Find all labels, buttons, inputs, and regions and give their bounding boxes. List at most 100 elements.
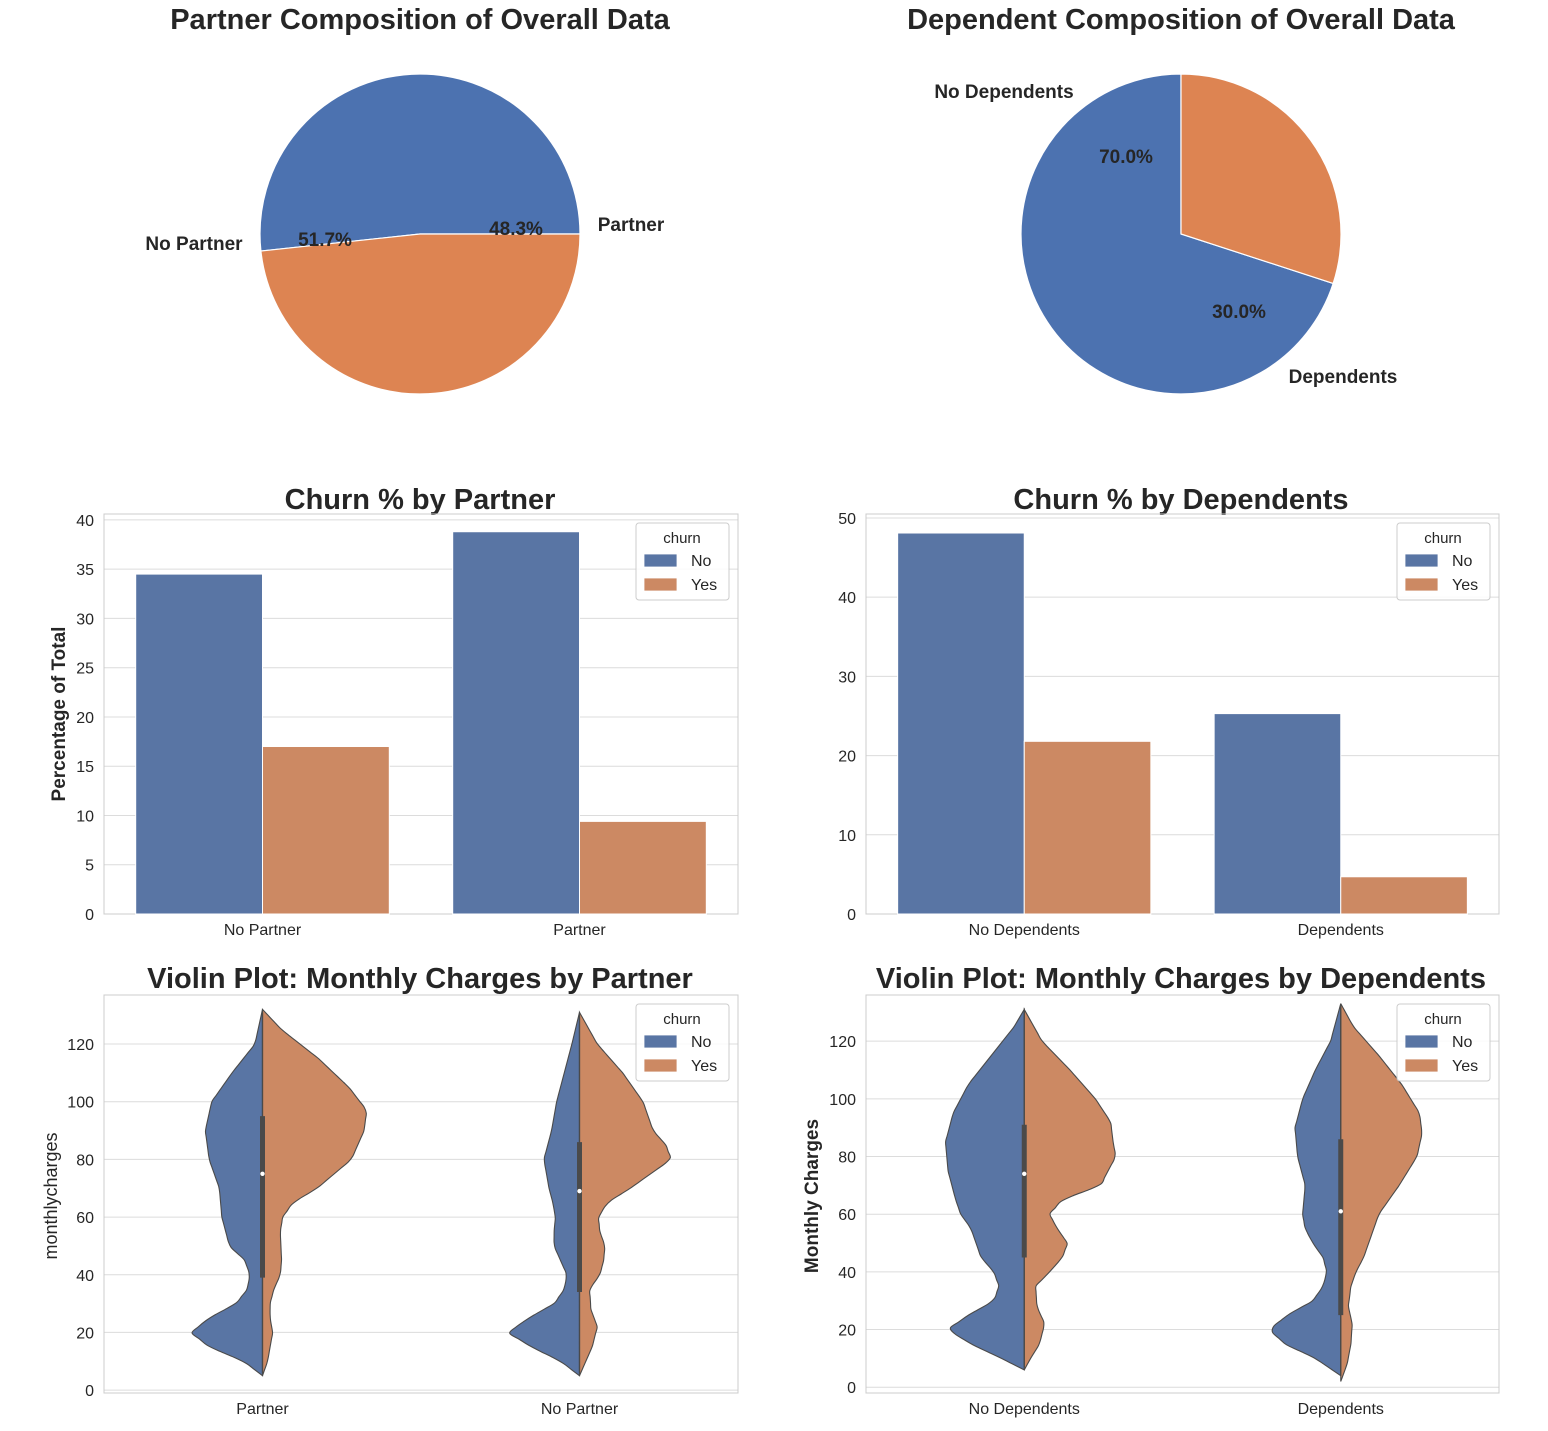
y-tick-label: 20 xyxy=(76,1325,94,1342)
y-tick-label: 100 xyxy=(67,1095,94,1112)
pie-slice xyxy=(1020,73,1334,395)
violin-median xyxy=(1338,1209,1343,1214)
violin-median xyxy=(577,1188,582,1194)
legend-title: churn xyxy=(1424,530,1462,547)
y-tick-label: 120 xyxy=(67,1037,94,1054)
legend-label: No xyxy=(1452,1034,1473,1051)
pie-partner: Partner Composition of Overall Data No Pa… xyxy=(145,4,671,395)
legend-swatch xyxy=(1404,553,1439,568)
violin-median xyxy=(1022,1171,1027,1177)
y-tick-label: 40 xyxy=(838,590,856,607)
chart-title: Churn % by Partner xyxy=(285,484,556,516)
chart-title: Partner Composition of Overall Data xyxy=(170,4,670,36)
violin-half xyxy=(1271,1003,1342,1377)
y-tick-label: 35 xyxy=(76,562,94,579)
x-tick-label: Dependents xyxy=(1298,922,1384,939)
legend-label: No xyxy=(1452,553,1473,570)
violin-half xyxy=(1340,1003,1423,1382)
y-tick-label: 80 xyxy=(838,1150,856,1167)
bar-partner: Churn % by Partner 0 5 10 15 20 25 30 35 40 No Par… xyxy=(49,484,739,939)
legend-swatch xyxy=(643,1034,678,1049)
chart-title: Churn % by Dependents xyxy=(1013,484,1348,516)
chart-title: Violin Plot: Monthly Charges by Dependen… xyxy=(876,963,1486,995)
y-tick-label: 25 xyxy=(76,661,94,678)
bar xyxy=(1213,713,1342,915)
y-tick-label: 40 xyxy=(76,513,94,530)
pie-slice xyxy=(259,73,581,252)
y-tick-label: 0 xyxy=(85,907,94,924)
violin-half xyxy=(261,1008,367,1376)
y-tick-label: 0 xyxy=(847,907,856,924)
pie-slice xyxy=(260,233,581,395)
y-tick-label: 80 xyxy=(76,1152,94,1169)
legend-label: Yes xyxy=(691,1058,717,1075)
violin-median xyxy=(260,1171,265,1177)
pie-percent-label: 48.3% xyxy=(489,219,543,240)
violin-half xyxy=(509,1012,581,1377)
y-tick-label: 0 xyxy=(85,1383,94,1400)
plot-frame xyxy=(865,994,1500,1394)
bar xyxy=(1023,740,1152,915)
x-tick-label: No Partner xyxy=(541,1401,619,1418)
legend-label: Yes xyxy=(691,577,717,594)
y-tick-label: 60 xyxy=(76,1210,94,1227)
pie-percent-label: 51.7% xyxy=(298,230,352,251)
pie-percent-label: 70.0% xyxy=(1099,147,1153,168)
y-tick-label: 40 xyxy=(76,1268,94,1285)
x-tick-label: Partner xyxy=(236,1401,289,1418)
pie-category-label: No Partner xyxy=(145,234,243,255)
legend-label: No xyxy=(691,553,712,570)
legend-label: Yes xyxy=(1452,577,1478,594)
y-tick-label: 60 xyxy=(838,1207,856,1224)
x-tick-label: Dependents xyxy=(1298,1401,1384,1418)
plot-frame xyxy=(865,513,1500,915)
y-tick-label: 15 xyxy=(76,759,94,776)
x-tick-label: No Dependents xyxy=(969,1401,1080,1418)
legend-swatch xyxy=(643,553,678,568)
bar xyxy=(1340,876,1468,915)
violin-half xyxy=(191,1009,264,1377)
plot-frame xyxy=(103,513,739,915)
pie-percent-label: 30.0% xyxy=(1212,302,1266,323)
pie-category-label: No Dependents xyxy=(934,82,1073,103)
bar xyxy=(579,820,707,915)
bar xyxy=(135,573,263,915)
y-axis-label: monthlycharges xyxy=(41,1132,61,1259)
legend-swatch xyxy=(1404,1058,1439,1073)
legend-swatch xyxy=(1404,577,1439,592)
violin-half xyxy=(1023,1007,1116,1371)
bar xyxy=(897,532,1025,915)
plot-frame xyxy=(103,994,739,1394)
y-tick-label: 50 xyxy=(838,511,856,528)
legend-swatch xyxy=(1404,1034,1439,1049)
bar xyxy=(262,746,390,915)
y-axis-label: Percentage of Total xyxy=(49,627,70,802)
legend-title: churn xyxy=(663,1011,701,1028)
y-tick-label: 5 xyxy=(85,858,94,875)
x-tick-label: No Partner xyxy=(224,922,302,939)
y-tick-label: 30 xyxy=(838,669,856,686)
legend-title: churn xyxy=(1424,1011,1462,1028)
legend-label: Yes xyxy=(1452,1058,1478,1075)
pie-slice xyxy=(1180,73,1342,285)
violin-dependents: Violin Plot: Monthly Charges by Dependen… xyxy=(802,963,1500,1418)
chart-title: Dependent Composition of Overall Data xyxy=(907,4,1456,36)
y-tick-label: 20 xyxy=(76,710,94,727)
legend-swatch xyxy=(643,1058,678,1073)
legend-swatch xyxy=(643,577,678,592)
y-tick-label: 20 xyxy=(838,749,856,766)
y-tick-label: 10 xyxy=(838,828,856,845)
y-tick-label: 30 xyxy=(76,611,94,628)
violin-half xyxy=(578,1010,671,1376)
y-tick-label: 10 xyxy=(76,808,94,825)
bar xyxy=(452,531,581,915)
y-tick-label: 40 xyxy=(838,1265,856,1282)
y-tick-label: 0 xyxy=(847,1380,856,1397)
bar-dependents: Churn % by Dependents 0 10 20 30 40 50 No Depen… xyxy=(838,484,1500,939)
pie-dependents: Dependent Composition of Overall Data No … xyxy=(907,4,1456,395)
legend-title: churn xyxy=(663,530,701,547)
y-tick-label: 100 xyxy=(829,1092,856,1109)
y-tick-label: 20 xyxy=(838,1323,856,1340)
